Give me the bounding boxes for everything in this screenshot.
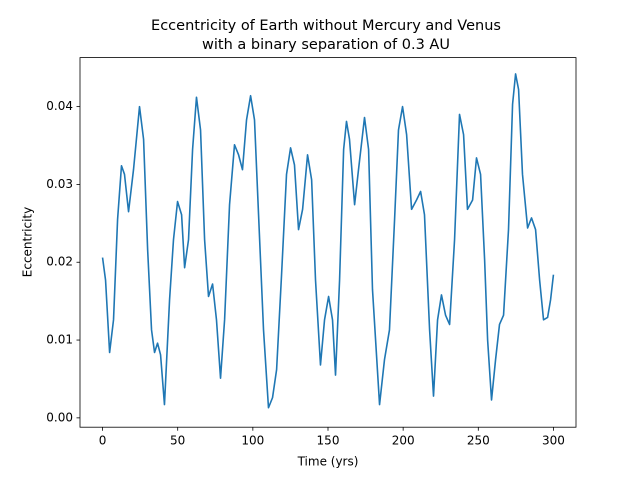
y-axis-label: Eccentricity — [21, 207, 35, 277]
x-tick-label: 250 — [467, 434, 490, 448]
x-tick-label: 0 — [99, 434, 107, 448]
y-tick-label: 0.03 — [46, 177, 73, 191]
y-tick-label: 0.01 — [46, 333, 73, 347]
y-tick-label: 0.02 — [46, 255, 73, 269]
y-tick-label: 0.04 — [46, 99, 73, 113]
x-tick-label: 100 — [241, 434, 264, 448]
y-tick-label: 0.00 — [46, 410, 73, 424]
x-tick-label: 200 — [392, 434, 415, 448]
plot-frame — [79, 57, 577, 428]
x-tick-label: 50 — [170, 434, 185, 448]
data-line — [101, 73, 555, 409]
chart-title: Eccentricity of Earth without Mercury an… — [151, 18, 501, 34]
chart-subtitle: with a binary separation of 0.3 AU — [202, 37, 450, 53]
x-axis-label: Time (yrs) — [297, 455, 359, 469]
x-tick-label: 150 — [317, 434, 340, 448]
x-tick-label: 300 — [542, 434, 565, 448]
